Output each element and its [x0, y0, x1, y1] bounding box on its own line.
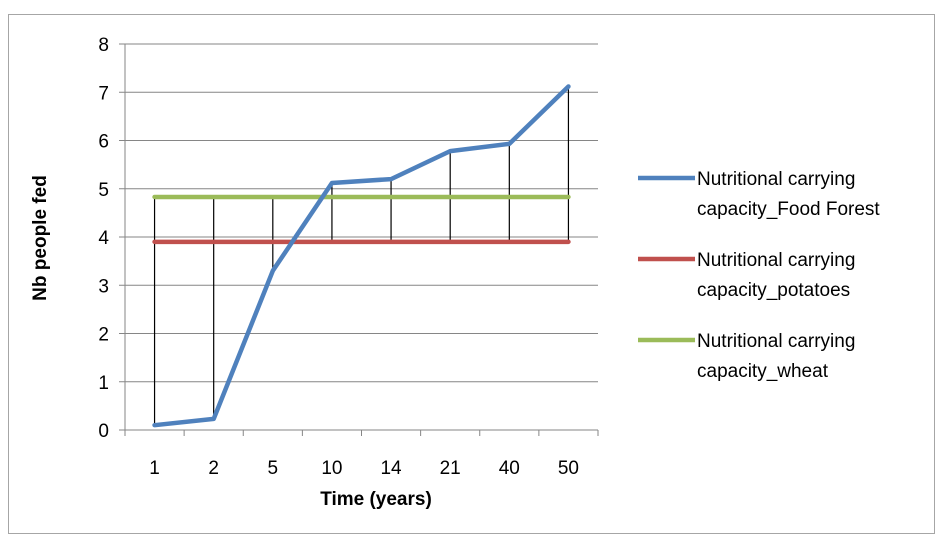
- x-tick-label: 1: [149, 458, 160, 479]
- y-tick-label: 0: [98, 421, 109, 442]
- gridlines: [119, 43, 598, 431]
- y-tick-label: 7: [98, 83, 109, 104]
- legend-label: Nutritional carrying: [697, 169, 855, 190]
- x-tick-labels: 1 2 5 10 14 21 40 50: [124, 430, 599, 479]
- series-lines: [152, 84, 571, 428]
- legend-label: capacity_wheat: [697, 361, 829, 382]
- legend-label: capacity_potatoes: [697, 280, 850, 301]
- x-tick-label: 40: [499, 458, 520, 479]
- legend-label: Nutritional carrying: [697, 250, 855, 271]
- y-tick-label: 6: [98, 132, 109, 153]
- x-tick-label: 21: [440, 458, 461, 479]
- y-tick-label: 8: [98, 35, 109, 56]
- legend-label: Nutritional carrying: [697, 331, 855, 352]
- y-tick-label: 3: [98, 276, 109, 297]
- y-tick-label: 4: [98, 228, 109, 249]
- y-tick-label: 1: [98, 373, 109, 394]
- x-axis-title: Time (years): [320, 489, 432, 510]
- y-tick-label: 2: [98, 325, 109, 346]
- drop-lines: [153, 86, 570, 426]
- x-tick-label: 14: [380, 458, 402, 479]
- legend-label: capacity_Food Forest: [697, 199, 880, 220]
- series-line-0: [152, 84, 571, 428]
- line-chart: 0 1 2 3 4 5 6 7 8 1 2 5 10 14 21 40 50 Nb people fed Ti…: [30, 35, 880, 510]
- legend: Nutritional carrying capacity_Food Forest…: [638, 169, 880, 382]
- y-tick-label: 5: [98, 180, 109, 201]
- y-axis-title: Nb people fed: [30, 175, 51, 301]
- chart-area: 0 1 2 3 4 5 6 7 8 1 2 5 10 14 21 40 50 Nb people fed Ti…: [8, 14, 935, 534]
- x-tick-label: 10: [321, 458, 342, 479]
- x-tick-label: 5: [268, 458, 279, 479]
- y-tick-labels: 0 1 2 3 4 5 6 7 8: [98, 35, 109, 442]
- x-tick-label: 50: [558, 458, 579, 479]
- x-tick-label: 2: [208, 458, 219, 479]
